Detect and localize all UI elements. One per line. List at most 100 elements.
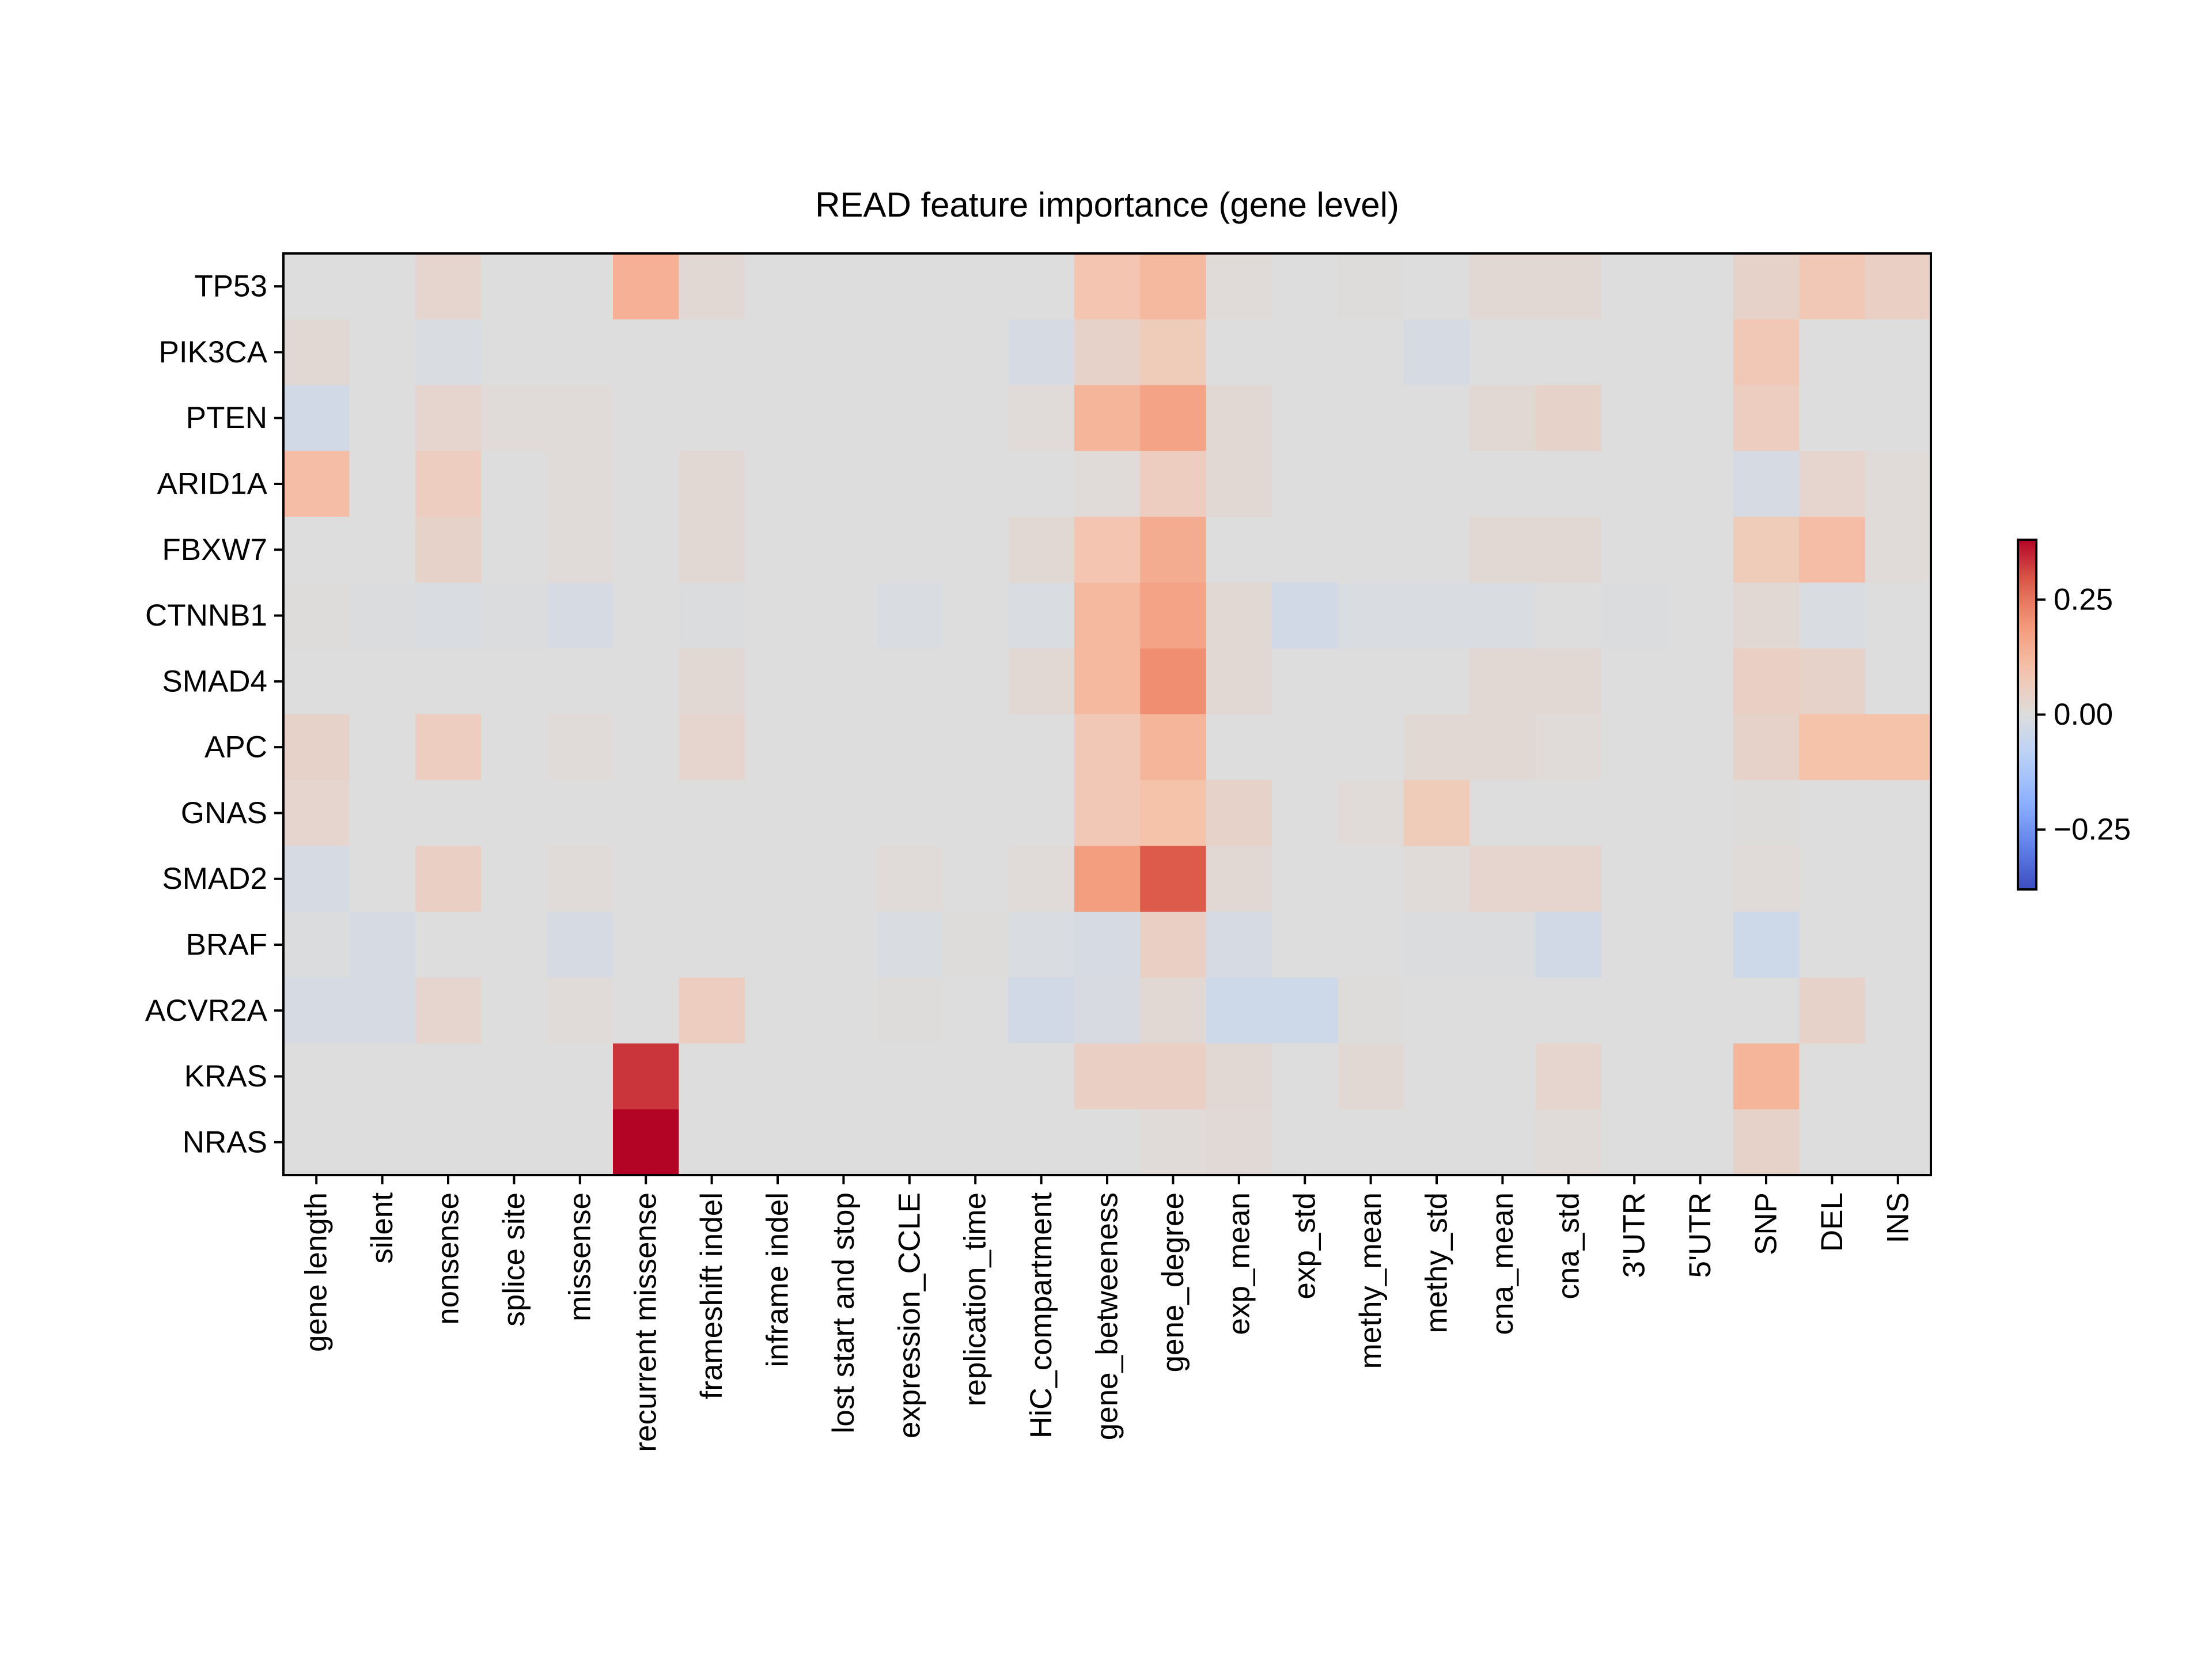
heatmap-cell <box>415 450 482 517</box>
heatmap-cell <box>1799 648 1866 715</box>
heatmap-cell <box>349 648 416 715</box>
heatmap-cell <box>810 911 877 978</box>
heatmap-cell <box>547 582 613 649</box>
heatmap-cell <box>349 1043 416 1110</box>
heatmap-cell <box>1601 385 1668 452</box>
heatmap-cell <box>547 846 613 912</box>
heatmap-cell <box>1667 780 1734 847</box>
heatmap-cell <box>1535 978 1602 1044</box>
heatmap-cell <box>1206 582 1272 649</box>
heatmap-cell <box>1535 648 1602 715</box>
heatmap-cell <box>1601 911 1668 978</box>
heatmap-cell <box>1865 1109 1931 1176</box>
heatmap-cell <box>1733 1109 1800 1176</box>
heatmap-cell <box>679 517 745 584</box>
heatmap-cell <box>1403 319 1470 386</box>
heatmap-cell <box>349 911 416 978</box>
heatmap-cell <box>1535 319 1602 386</box>
heatmap-cell <box>1403 648 1470 715</box>
heatmap-cell <box>810 517 877 584</box>
heatmap-cell <box>547 978 613 1044</box>
heatmap-cell <box>1799 253 1866 320</box>
heatmap-cell <box>1799 582 1866 649</box>
heatmap-cell <box>1535 1109 1602 1176</box>
heatmap-cell <box>613 846 679 912</box>
heatmap-cell <box>349 846 416 912</box>
heatmap-cell <box>810 714 877 781</box>
heatmap-cell <box>1272 1043 1338 1110</box>
heatmap-cell <box>349 1109 416 1176</box>
heatmap-cell <box>1733 911 1800 978</box>
heatmap-cell <box>1667 846 1734 912</box>
x-tick-label: 5'UTR <box>1683 1192 1717 1278</box>
heatmap-cell <box>1403 1109 1470 1176</box>
heatmap-cell <box>1008 846 1075 912</box>
heatmap-cell <box>283 582 350 649</box>
heatmap-cell <box>1074 319 1141 386</box>
heatmap-cell <box>1403 450 1470 517</box>
heatmap-cell <box>1667 450 1734 517</box>
heatmap-cell <box>810 780 877 847</box>
heatmap-cell <box>1799 780 1866 847</box>
heatmap-cell <box>1008 1043 1075 1110</box>
heatmap-cell <box>1865 648 1931 715</box>
heatmap-cell <box>1272 1109 1338 1176</box>
heatmap-cell <box>415 517 482 584</box>
x-tick-label: SNP <box>1749 1192 1783 1255</box>
y-tick-label: PIK3CA <box>158 335 267 369</box>
heatmap-cell <box>1403 582 1470 649</box>
heatmap-cell <box>1338 385 1404 452</box>
heatmap-cell <box>613 450 679 517</box>
heatmap-cell <box>1272 714 1338 781</box>
heatmap-cell <box>744 450 811 517</box>
heatmap-cell <box>283 648 350 715</box>
colorbar: 0.25 0.00 −0.25 <box>2017 539 2131 891</box>
x-tick-label: missense <box>563 1192 597 1321</box>
heatmap-cell <box>1338 846 1404 912</box>
heatmap-cell <box>481 385 548 452</box>
heatmap-cell <box>1403 978 1470 1044</box>
heatmap-cell <box>810 1109 877 1176</box>
heatmap-cell <box>1008 253 1075 320</box>
heatmap-cell <box>1469 780 1536 847</box>
y-tick-label: APC <box>204 730 267 764</box>
heatmap-cell <box>1140 714 1207 781</box>
colorbar-tick-label: −0.25 <box>2054 813 2131 847</box>
heatmap-cell <box>481 319 548 386</box>
heatmap-cell <box>1799 714 1866 781</box>
x-tick-label: gene_degree <box>1156 1192 1190 1372</box>
heatmap-cell <box>415 780 482 847</box>
heatmap-cell <box>1403 846 1470 912</box>
heatmap-cell <box>1338 911 1404 978</box>
heatmap-cell <box>613 1043 679 1110</box>
heatmap-cell <box>679 648 745 715</box>
heatmap-cell <box>1733 714 1800 781</box>
heatmap-cell <box>1338 319 1404 386</box>
heatmap-cell <box>1074 780 1141 847</box>
heatmap-cell <box>744 385 811 452</box>
heatmap-cell <box>1601 846 1668 912</box>
heatmap-cell <box>1667 1043 1734 1110</box>
heatmap-cell <box>1865 253 1931 320</box>
heatmap-cell <box>613 517 679 584</box>
heatmap-cell <box>1206 714 1272 781</box>
heatmap-cell <box>481 450 548 517</box>
heatmap-cell <box>810 978 877 1044</box>
heatmap-cell <box>1865 1043 1931 1110</box>
heatmap-cell <box>283 846 350 912</box>
heatmap-cell <box>1865 319 1931 386</box>
heatmap-cell <box>1865 385 1931 452</box>
heatmap-cell <box>1865 846 1931 912</box>
heatmap-cell <box>1733 582 1800 649</box>
heatmap-cell <box>1865 978 1931 1044</box>
heatmap-cell <box>1074 846 1141 912</box>
heatmap-cell <box>1074 1109 1141 1176</box>
heatmap-cell <box>283 450 350 517</box>
heatmap-cell <box>1008 978 1075 1044</box>
heatmap-cell <box>283 517 350 584</box>
x-tick-label: frameshift indel <box>695 1192 729 1399</box>
heatmap-cell <box>876 978 943 1044</box>
heatmap-cell <box>1667 911 1734 978</box>
heatmap-cell <box>744 648 811 715</box>
heatmap-cell <box>744 1109 811 1176</box>
